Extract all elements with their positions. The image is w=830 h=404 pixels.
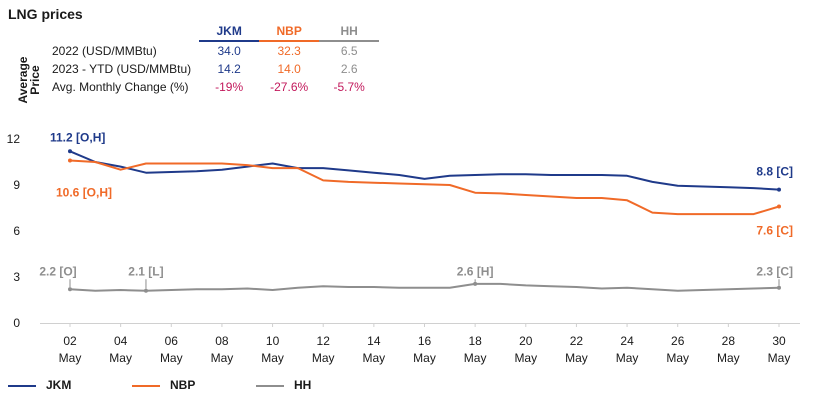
x-tick-label: 16 bbox=[418, 334, 432, 348]
stats-header-jkm: JKM bbox=[199, 22, 260, 42]
annotation-marker bbox=[68, 149, 72, 154]
x-tick-sublabel: May bbox=[616, 351, 639, 365]
x-tick-label: 08 bbox=[215, 334, 229, 348]
annotation-label: 10.6 [O,H] bbox=[56, 185, 112, 199]
annotation-marker bbox=[68, 287, 72, 292]
x-tick-sublabel: May bbox=[413, 351, 436, 365]
x-tick-sublabel: May bbox=[59, 351, 82, 365]
annotation-label: 11.2 [O,H] bbox=[50, 130, 105, 144]
y-tick-label: 6 bbox=[13, 224, 20, 238]
stats-value: 14.2 bbox=[217, 62, 241, 76]
stats-header-nbp: NBP bbox=[259, 22, 320, 42]
legend-swatch bbox=[132, 384, 160, 387]
x-tick-label: 18 bbox=[468, 334, 482, 348]
legend-item-nbp: NBP bbox=[132, 378, 195, 392]
x-tick-sublabel: May bbox=[109, 351, 132, 365]
x-tick-label: 28 bbox=[722, 334, 736, 348]
y-tick-label: 3 bbox=[13, 270, 20, 284]
x-tick-label: 26 bbox=[671, 334, 685, 348]
annotation-label: 2.2 [O] bbox=[39, 264, 76, 278]
x-tick-label: 02 bbox=[63, 334, 77, 348]
legend-label: JKM bbox=[46, 378, 72, 392]
annotation-marker bbox=[777, 204, 781, 209]
stats-value: 14.0 bbox=[277, 62, 301, 76]
stats-row-label: 2023 - YTD (USD/MMBtu) bbox=[52, 62, 192, 76]
x-tick-label: 20 bbox=[519, 334, 533, 348]
legend-item-hh: HH bbox=[256, 378, 311, 392]
x-tick-label: 30 bbox=[772, 334, 786, 348]
x-tick-label: 22 bbox=[570, 334, 584, 348]
x-tick-sublabel: May bbox=[363, 351, 386, 365]
series-line-nbp bbox=[69, 159, 780, 216]
x-tick-label: 12 bbox=[317, 334, 331, 348]
x-tick-sublabel: May bbox=[211, 351, 234, 365]
y-tick-label: 12 bbox=[7, 132, 21, 146]
stats-row-label: 2022 (USD/MMBtu) bbox=[52, 43, 157, 58]
series-line-hh bbox=[69, 282, 780, 292]
stats-row-change: Avg. Monthly Change (%) -19% -27.6% -5.7… bbox=[40, 78, 379, 96]
annotation-marker bbox=[777, 187, 781, 192]
x-tick-label: 24 bbox=[620, 334, 634, 348]
stats-row-2022: 2022 (USD/MMBtu) 34.0 32.3 6.5 bbox=[40, 41, 379, 60]
stats-row-label: Avg. Monthly Change (%) bbox=[52, 80, 189, 94]
stats-value: -19% bbox=[215, 80, 244, 94]
legend-label: NBP bbox=[170, 378, 196, 392]
stats-row-2023: 2023 - YTD (USD/MMBtu) 14.2 14.0 2.6 bbox=[40, 60, 379, 78]
legend-swatch bbox=[256, 384, 284, 387]
x-tick-label: 06 bbox=[165, 334, 179, 348]
x-tick-sublabel: May bbox=[261, 351, 284, 365]
annotation-label: 2.1 [L] bbox=[128, 264, 163, 278]
chart-title: LNG prices bbox=[8, 6, 83, 22]
stats-value: 6.5 bbox=[340, 44, 358, 58]
stats-header-row: JKM NBP HH bbox=[40, 22, 380, 42]
x-tick-sublabel: May bbox=[717, 351, 740, 365]
annotation-label: 2.6 [H] bbox=[457, 264, 494, 278]
x-tick-label: 04 bbox=[114, 334, 128, 348]
y-tick-label: 0 bbox=[13, 316, 20, 330]
annotation-label: 8.8 [C] bbox=[756, 165, 793, 179]
stats-value: 34.0 bbox=[217, 44, 241, 58]
x-tick-sublabel: May bbox=[514, 351, 537, 365]
stats-table: JKM NBP HH 2022 (USD/MMBtu) 34.0 32.3 6.… bbox=[40, 22, 380, 96]
stats-value: -27.6% bbox=[270, 80, 309, 94]
stats-header-hh: HH bbox=[319, 22, 380, 42]
x-tick-sublabel: May bbox=[666, 351, 689, 365]
annotation-marker bbox=[143, 288, 148, 293]
series-line-jkm bbox=[69, 150, 780, 191]
stats-value: 32.3 bbox=[277, 44, 301, 58]
x-tick-sublabel: May bbox=[312, 351, 335, 365]
stats-value: -5.7% bbox=[333, 80, 365, 94]
annotation-label: 2.3 [C] bbox=[756, 264, 793, 278]
x-tick-sublabel: May bbox=[768, 351, 791, 365]
x-tick-sublabel: May bbox=[464, 351, 487, 365]
x-tick-label: 14 bbox=[367, 334, 381, 348]
x-tick-sublabel: May bbox=[160, 351, 183, 365]
y-tick-label: 9 bbox=[13, 178, 20, 192]
legend-item-jkm: JKM bbox=[8, 378, 71, 392]
legend-swatch bbox=[8, 384, 36, 387]
legend-label: HH bbox=[294, 378, 312, 392]
x-tick-label: 10 bbox=[266, 334, 280, 348]
annotation-marker bbox=[68, 158, 72, 163]
x-tick-sublabel: May bbox=[565, 351, 588, 365]
annotation-label: 7.6 [C] bbox=[756, 223, 793, 237]
annotation-marker bbox=[777, 285, 781, 290]
annotation-marker bbox=[473, 281, 478, 286]
stats-value: 2.6 bbox=[340, 62, 358, 76]
